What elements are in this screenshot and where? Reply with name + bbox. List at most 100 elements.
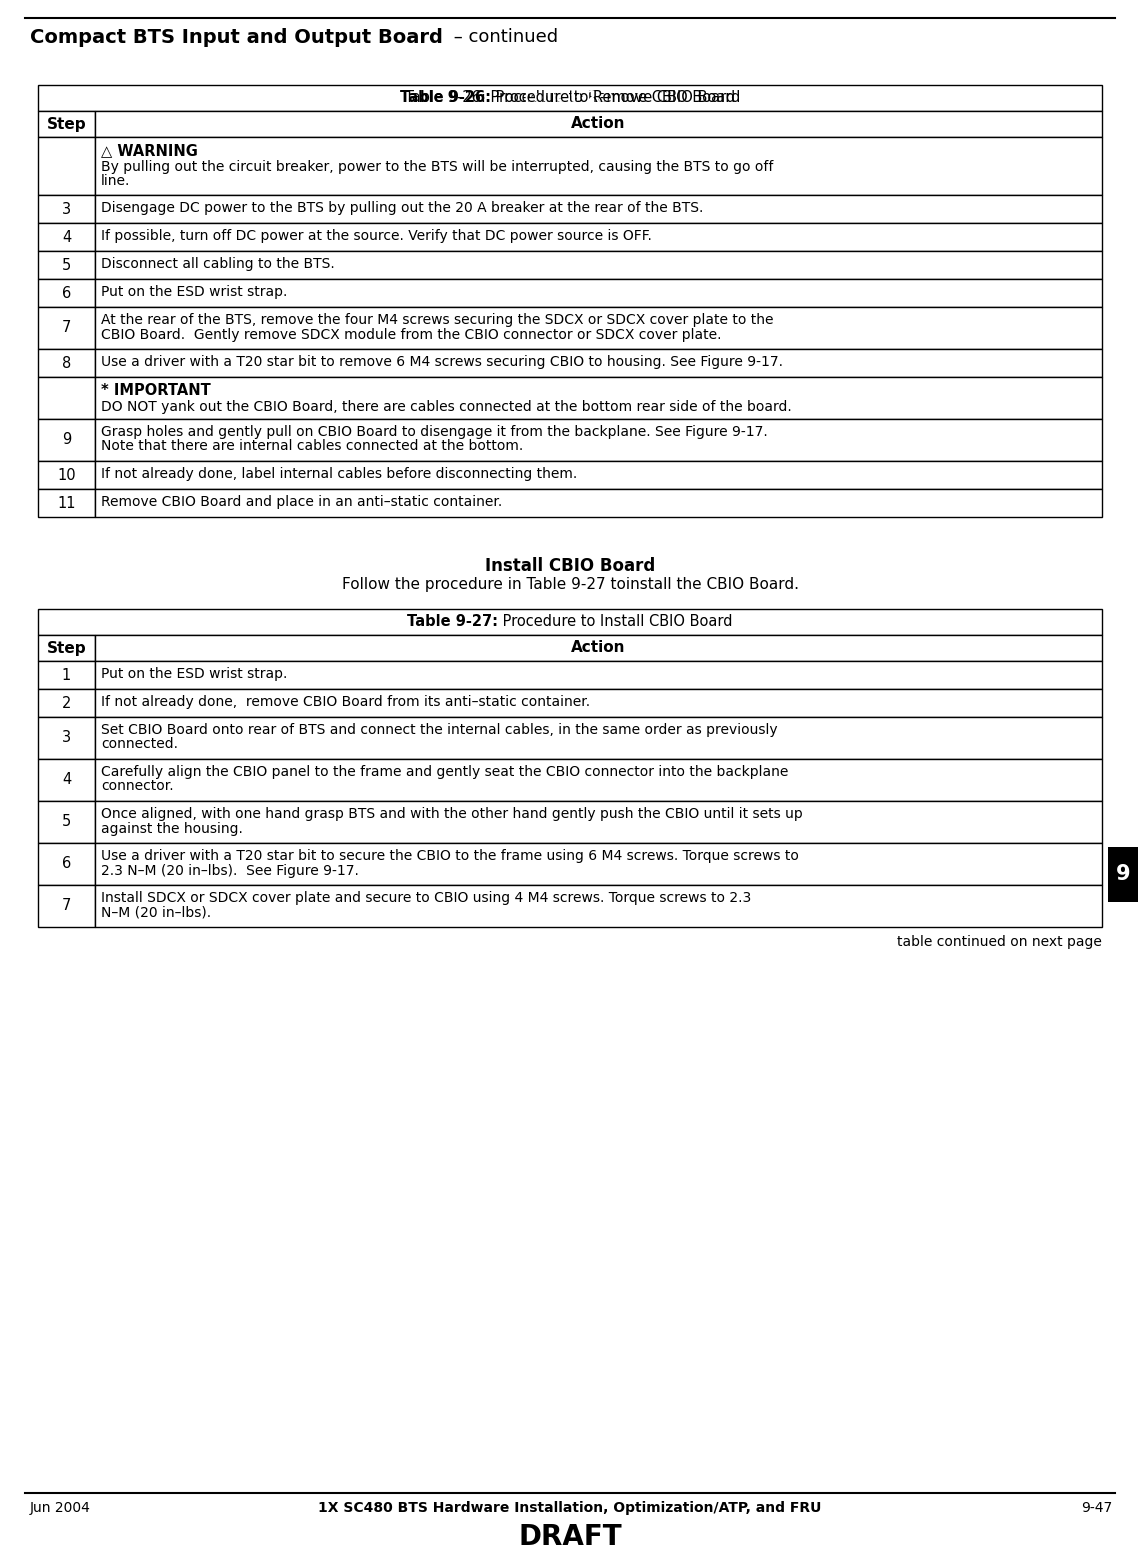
Text: Table 9-27:: Table 9-27: (407, 615, 498, 629)
Text: 4: 4 (62, 230, 71, 244)
Text: 8: 8 (62, 356, 71, 371)
Text: 1X SC480 BTS Hardware Installation, Optimization/ATP, and FRU: 1X SC480 BTS Hardware Installation, Opti… (318, 1502, 822, 1516)
Bar (38, 349, 95, 377)
Text: connector.: connector. (101, 780, 173, 794)
Text: 2.3 N–M (20 in–lbs).  See Figure 9-17.: 2.3 N–M (20 in–lbs). See Figure 9-17. (101, 863, 359, 877)
Text: – continued: – continued (448, 28, 559, 47)
Bar (38, 489, 95, 517)
Text: If not already done,  remove CBIO Board from its anti–static container.: If not already done, remove CBIO Board f… (101, 696, 591, 710)
Bar (38, 307, 95, 349)
Bar (95, 635, 1102, 662)
Text: If not already done, label internal cables before disconnecting them.: If not already done, label internal cabl… (101, 467, 577, 481)
Text: * IMPORTANT: * IMPORTANT (101, 384, 211, 398)
Bar (95, 196, 1102, 224)
Text: Compact BTS Input and Output Board: Compact BTS Input and Output Board (30, 28, 442, 47)
Bar (38, 885, 95, 927)
Bar (38, 801, 95, 843)
Text: Use a driver with a T20 star bit to secure the CBIO to the frame using 6 M4 scre: Use a driver with a T20 star bit to secu… (101, 849, 799, 863)
Bar (95, 307, 1102, 349)
Text: 11: 11 (57, 495, 75, 511)
Text: 9-47: 9-47 (1081, 1502, 1112, 1516)
Text: Table 9-26:: Table 9-26: (522, 90, 613, 106)
Text: Remove CBIO Board and place in an anti–static container.: Remove CBIO Board and place in an anti–s… (101, 495, 503, 509)
Bar (95, 224, 1102, 252)
Text: Table 9-26:: Table 9-26: (400, 90, 491, 106)
Text: Note that there are internal cables connected at the bottom.: Note that there are internal cables conn… (101, 439, 523, 453)
Text: Table 9-26: Procedure to Remove CBIO Board: Table 9-26: Procedure to Remove CBIO Boa… (405, 90, 735, 106)
Text: △ WARNING: △ WARNING (101, 143, 198, 158)
Text: By pulling out the circuit breaker, power to the BTS will be interrupted, causin: By pulling out the circuit breaker, powe… (101, 160, 773, 174)
Text: Jun 2004: Jun 2004 (30, 1502, 91, 1516)
Text: 9: 9 (62, 432, 71, 447)
Text: against the housing.: against the housing. (101, 822, 243, 836)
Bar (38, 843, 95, 885)
Bar (38, 85, 1102, 110)
Bar (38, 662, 95, 690)
Text: Procedure to Remove CBIO Board: Procedure to Remove CBIO Board (491, 90, 740, 106)
Bar (38, 759, 95, 801)
Text: Follow the procedure in Table 9-27 to​install the CBIO Board.: Follow the procedure in Table 9-27 to​in… (342, 578, 798, 592)
Text: Once aligned, with one hand grasp BTS and with the other hand gently push the CB: Once aligned, with one hand grasp BTS an… (101, 808, 803, 822)
Bar (95, 252, 1102, 280)
Text: 7: 7 (62, 320, 71, 335)
Text: 5: 5 (62, 258, 71, 272)
Text: 6: 6 (62, 857, 71, 871)
Bar (38, 717, 95, 759)
Bar (95, 377, 1102, 419)
Text: Install SDCX or SDCX cover plate and secure to CBIO using 4 M4 screws. Torque sc: Install SDCX or SDCX cover plate and sec… (101, 891, 751, 905)
Text: If possible, turn off DC power at the source. Verify that DC power source is OFF: If possible, turn off DC power at the so… (101, 228, 652, 242)
Text: 7: 7 (62, 899, 71, 913)
Bar (95, 690, 1102, 717)
Text: At the rear of the BTS, remove the four M4 screws securing the SDCX or SDCX cove: At the rear of the BTS, remove the four … (101, 314, 774, 328)
Bar (38, 377, 95, 419)
Bar (95, 110, 1102, 137)
Text: Step: Step (47, 640, 87, 655)
Bar (38, 609, 1102, 635)
Text: N–M (20 in–lbs).: N–M (20 in–lbs). (101, 905, 211, 919)
Bar (38, 224, 95, 252)
Text: 3: 3 (62, 730, 71, 745)
Text: table continued on next page: table continued on next page (897, 935, 1102, 949)
Bar (38, 196, 95, 224)
Bar (95, 843, 1102, 885)
Text: 9: 9 (1116, 865, 1131, 885)
Text: CBIO Board.  Gently remove SDCX module from the CBIO connector or SDCX cover pla: CBIO Board. Gently remove SDCX module fr… (101, 328, 722, 342)
Bar (38, 461, 95, 489)
Text: 10: 10 (57, 467, 76, 483)
Bar (95, 137, 1102, 196)
Text: Install CBIO Board: Install CBIO Board (484, 558, 656, 575)
Bar (38, 252, 95, 280)
Bar (95, 717, 1102, 759)
Text: 6: 6 (62, 286, 71, 300)
Text: Put on the ESD wrist strap.: Put on the ESD wrist strap. (101, 666, 287, 682)
Bar (1108, 846, 1138, 902)
Text: 2: 2 (62, 696, 71, 711)
Text: line.: line. (101, 174, 130, 188)
Bar (95, 662, 1102, 690)
Text: Procedure to Install CBIO Board: Procedure to Install CBIO Board (498, 615, 733, 629)
Text: Carefully align the CBIO panel to the frame and gently seat the CBIO connector i: Carefully align the CBIO panel to the fr… (101, 766, 789, 780)
Text: Put on the ESD wrist strap.: Put on the ESD wrist strap. (101, 286, 287, 300)
Text: Action: Action (571, 640, 626, 655)
Text: 1: 1 (62, 668, 71, 682)
Bar (38, 110, 95, 137)
Text: 5: 5 (62, 814, 71, 829)
Bar (38, 419, 95, 461)
Bar (38, 280, 95, 307)
Bar (95, 885, 1102, 927)
Text: Use a driver with a T20 star bit to remove 6 M4 screws securing CBIO to housing.: Use a driver with a T20 star bit to remo… (101, 356, 783, 370)
Bar (95, 801, 1102, 843)
Text: Set CBIO Board onto rear of BTS and connect the internal cables, in the same ord: Set CBIO Board onto rear of BTS and conn… (101, 724, 777, 738)
Text: DO NOT yank out the CBIO Board, there are cables connected at the bottom rear si: DO NOT yank out the CBIO Board, there ar… (101, 399, 792, 413)
Bar (95, 419, 1102, 461)
Text: 3: 3 (62, 202, 71, 216)
Bar (38, 690, 95, 717)
Bar (38, 137, 95, 196)
Text: Disconnect all cabling to the BTS.: Disconnect all cabling to the BTS. (101, 256, 335, 272)
Bar (95, 349, 1102, 377)
Text: Disengage DC power to the BTS by pulling out the 20 A breaker at the rear of the: Disengage DC power to the BTS by pulling… (101, 200, 703, 214)
Bar (95, 461, 1102, 489)
Text: 4: 4 (62, 772, 71, 787)
Bar (95, 489, 1102, 517)
Text: Action: Action (571, 116, 626, 132)
